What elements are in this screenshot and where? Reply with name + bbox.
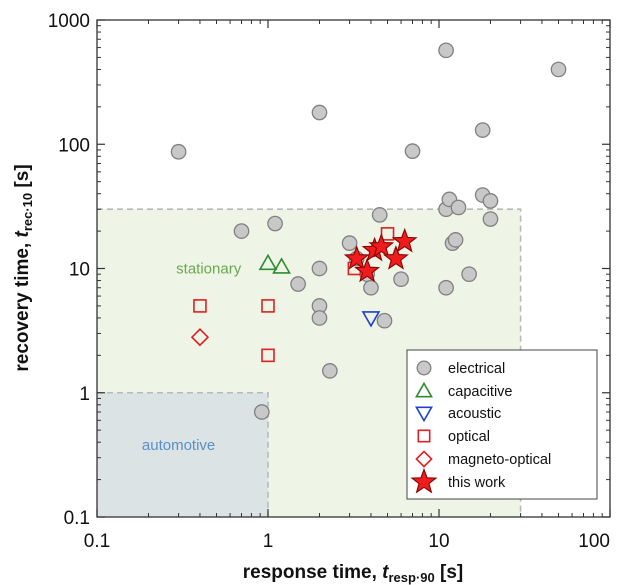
x-tick-label: 0.1 <box>84 531 110 552</box>
point-optical-1 <box>261 299 275 313</box>
point-magneto-optical-0 <box>190 328 210 347</box>
y-tick-label: 10 <box>69 260 90 281</box>
point-capacitive-0 <box>258 253 278 271</box>
legend-box <box>406 349 598 500</box>
y-axis-label-main: recovery time, <box>12 238 33 372</box>
point-electrical-23 <box>447 232 464 248</box>
legend-label-magneto-optical: magneto-optical <box>448 452 551 468</box>
region-automotive-boundary <box>97 391 269 517</box>
point-electrical-5 <box>311 104 328 121</box>
x-axis-label-var: t <box>382 562 389 583</box>
point-electrical-16 <box>393 271 409 288</box>
legend: electrical capacitive acoustic optical m… <box>406 349 598 500</box>
point-electrical-3 <box>267 215 283 232</box>
point-electrical-25 <box>461 266 477 283</box>
region-automotive <box>97 392 268 517</box>
point-electrical-8 <box>311 310 328 326</box>
x-axis-label-unit: [s] <box>435 562 464 583</box>
legend-label-electrical: electrical <box>448 361 505 377</box>
x-tick-label: 1 <box>263 531 274 552</box>
y-axis-label-sub: rec·10 <box>20 193 35 231</box>
point-electrical-4 <box>290 276 306 292</box>
x-axis-label: response time, tresp·90 [s] <box>243 562 463 585</box>
points-layer <box>170 42 567 420</box>
point-this-work-5 <box>391 227 418 253</box>
legend-markers <box>410 360 438 494</box>
x-tick-label: 100 <box>578 531 610 552</box>
point-electrical-10 <box>341 235 358 251</box>
point-electrical-26 <box>474 122 491 138</box>
point-electrical-17 <box>404 143 421 159</box>
point-electrical-6 <box>311 260 328 277</box>
point-this-work-1 <box>354 257 381 283</box>
legend-label-this-work: this work <box>448 475 506 491</box>
point-electrical-29 <box>482 193 499 209</box>
point-electrical-0 <box>170 143 187 160</box>
point-electrical-28 <box>482 211 499 227</box>
point-acoustic-0 <box>361 311 381 328</box>
legend-marker-acoustic <box>415 406 433 423</box>
point-electrical-13 <box>363 279 379 296</box>
ticks-layer: 0.1 1 10 100 0.1 1 10 100 1000 <box>48 11 611 552</box>
y-tick-label: 0.1 <box>64 508 90 529</box>
point-capacitive-1 <box>272 257 291 274</box>
point-this-work-3 <box>368 233 395 258</box>
point-electrical-15 <box>376 312 393 329</box>
legend-marker-electrical <box>416 360 432 376</box>
y-tick-label: 1000 <box>48 11 90 32</box>
region-label-stationary: stationary <box>176 261 242 278</box>
point-electrical-14 <box>371 207 388 223</box>
point-electrical-9 <box>322 363 338 379</box>
legend-marker-capacitive <box>415 381 433 398</box>
legend-marker-optical <box>417 429 431 443</box>
legend-label-acoustic: acoustic <box>448 406 501 422</box>
y-axis-label-unit: [s] <box>12 164 33 193</box>
region-stationary-boundary <box>97 208 522 517</box>
point-electrical-30 <box>550 61 567 78</box>
point-electrical-24 <box>450 199 467 216</box>
point-electrical-2 <box>253 404 270 420</box>
legend-marker-this-work <box>410 467 438 494</box>
x-axis-label-main: response time, <box>243 562 382 583</box>
legend-label-optical: optical <box>448 429 490 445</box>
point-electrical-21 <box>438 279 454 296</box>
point-electrical-18 <box>438 42 454 59</box>
point-optical-2 <box>261 348 275 363</box>
x-axis-label-sub: resp·90 <box>388 570 434 585</box>
legend-label-capacitive: capacitive <box>448 384 512 400</box>
point-electrical-1 <box>233 223 250 239</box>
legend-marker-magneto-optical <box>415 450 433 468</box>
region-label-automotive: automotive <box>142 437 215 454</box>
y-axis-label: recovery time, trec·10 [s] <box>12 164 35 371</box>
y-axis-label-var: t <box>12 231 33 238</box>
point-this-work-0 <box>343 245 370 270</box>
y-tick-label: 1 <box>79 384 90 405</box>
point-this-work-4 <box>382 245 409 270</box>
y-tick-label: 100 <box>58 135 90 156</box>
x-tick-label: 10 <box>428 531 449 552</box>
point-optical-0 <box>193 299 207 313</box>
